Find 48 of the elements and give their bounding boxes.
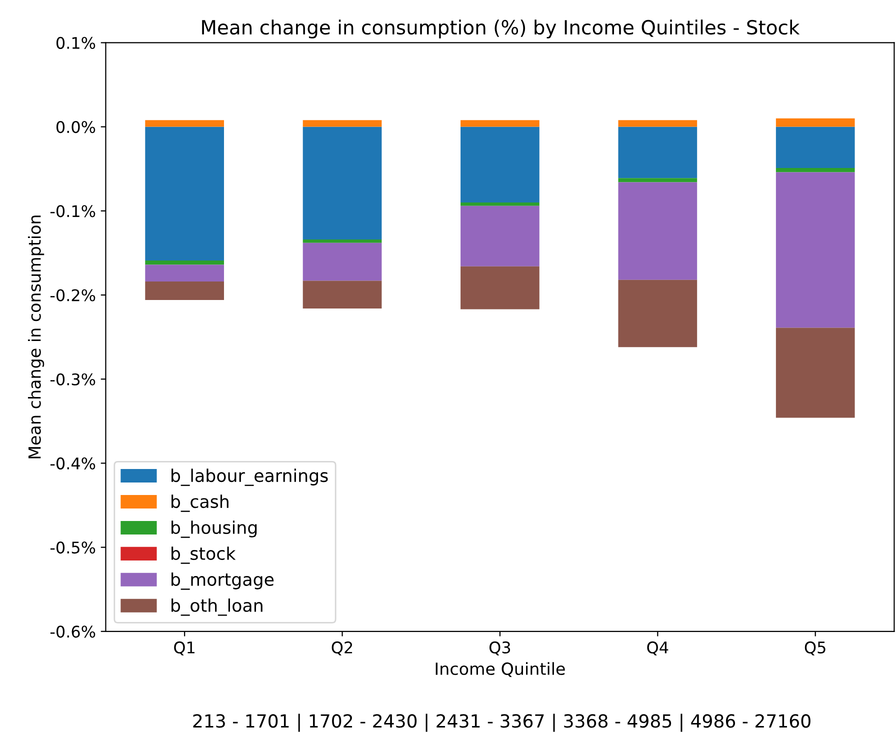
bar xyxy=(302,239,382,243)
y-tick-label: 0.1% xyxy=(56,36,96,49)
bar xyxy=(618,126,698,178)
bar xyxy=(302,280,382,308)
text: 213 - 1701 | 1702 - 2430 | 2431 - 3367 | 3368 - 4985 | 4986 - 27160 xyxy=(193,714,810,732)
bar xyxy=(776,168,855,172)
chart-title: Mean change in consumption (%) by Income Quintiles - Stock xyxy=(202,20,800,38)
bar xyxy=(618,280,698,348)
legend-label: b_labour_earnings xyxy=(172,468,328,486)
x-tick-label: Q4 xyxy=(647,641,668,656)
bar xyxy=(460,206,540,266)
bar xyxy=(460,266,540,310)
y-tick-label: -0.1% xyxy=(50,205,96,218)
bar xyxy=(145,282,224,300)
y-axis-title: Mean change in consumption xyxy=(28,216,44,458)
x-tick-label: Q5 xyxy=(804,641,826,656)
bar xyxy=(302,120,382,127)
legend-label: b_cash xyxy=(172,494,228,512)
bar xyxy=(618,120,698,127)
x-tick-label: Q2 xyxy=(332,641,352,656)
bar xyxy=(460,202,540,206)
y-tick-label: 0.0% xyxy=(56,121,96,134)
x-tick-label: Q1 xyxy=(174,641,194,656)
y-tick-label: -0.6% xyxy=(50,626,96,638)
x-tick-label: Q3 xyxy=(489,641,510,656)
legend-label: b_stock xyxy=(172,546,236,564)
bar xyxy=(145,264,224,282)
bar xyxy=(145,126,224,261)
bar xyxy=(460,120,540,127)
legend-label: b_mortgage xyxy=(172,572,274,590)
y-tick-label: -0.5% xyxy=(50,542,96,554)
bar xyxy=(302,126,382,240)
bar xyxy=(618,182,698,280)
x-axis-title: Income Quintile xyxy=(436,662,565,677)
bar xyxy=(776,118,855,127)
bar xyxy=(618,178,698,182)
y-tick-label: -0.3% xyxy=(50,373,96,386)
y-tick-label: -0.4% xyxy=(50,457,96,470)
legend-label: b_housing xyxy=(172,520,257,538)
bar xyxy=(776,328,855,418)
bar xyxy=(460,126,540,202)
bar xyxy=(776,126,855,168)
y-tick-label: -0.2% xyxy=(50,289,96,302)
legend-label: b_oth_loan xyxy=(172,598,262,616)
bar xyxy=(302,242,382,281)
bar xyxy=(145,120,224,127)
bar xyxy=(776,172,855,328)
bar xyxy=(145,260,224,265)
